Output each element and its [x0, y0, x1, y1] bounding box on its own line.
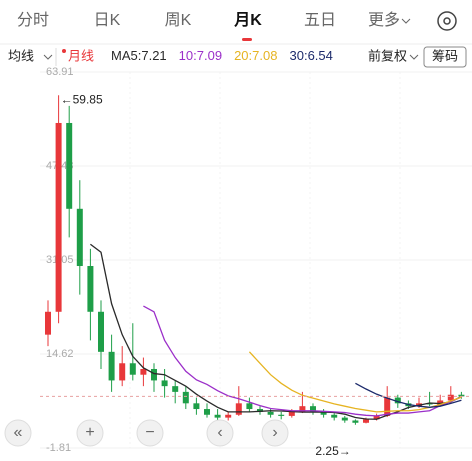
candle-body	[140, 368, 147, 375]
legend-item: 30:6.54	[289, 48, 332, 63]
candle-body	[214, 414, 221, 418]
legend-item: MA5:7.21	[111, 48, 167, 63]
candle-body	[193, 403, 200, 410]
legend-name: MA5	[111, 48, 138, 63]
control-button[interactable]	[261, 419, 289, 447]
tab[interactable]: 日K	[94, 12, 121, 29]
control-button[interactable]	[136, 419, 164, 447]
candle-body	[331, 414, 338, 418]
dropdown-icon	[409, 54, 419, 60]
legend-name: 20	[234, 48, 248, 63]
dropdown-icon	[401, 18, 411, 24]
legend-item: 10:7.09	[179, 48, 222, 63]
ma-line	[90, 243, 462, 420]
chips-label: 筹码	[432, 48, 458, 63]
candle-body	[341, 417, 348, 421]
candle-body	[437, 400, 444, 405]
y-tick-label: 14.62	[46, 348, 74, 360]
control-icon: «	[14, 424, 23, 441]
candle-body	[55, 122, 62, 312]
tab[interactable]: 分时	[17, 11, 49, 29]
tab[interactable]: 五日	[304, 12, 336, 29]
legend-value: 7.21	[141, 48, 166, 63]
candle-body	[257, 409, 263, 412]
settings-icon-core	[443, 17, 451, 25]
control-button[interactable]	[206, 419, 234, 447]
candle-body	[320, 411, 327, 415]
period[interactable]: 月线	[68, 48, 94, 63]
candle-body	[108, 351, 115, 381]
candle-body	[235, 403, 242, 415]
candle-body	[172, 386, 179, 392]
ma-line	[143, 305, 462, 417]
candle-body	[363, 419, 369, 423]
legend-value: 7.09	[197, 48, 222, 63]
control-icon: ›	[272, 424, 277, 441]
candle-body	[458, 394, 465, 397]
candle-body	[76, 208, 83, 267]
candle-body	[299, 406, 306, 412]
legend-name: 10	[179, 48, 193, 63]
high-annotation: ←59.85	[61, 92, 103, 106]
control-icon: +	[85, 424, 94, 441]
candle-body	[394, 397, 401, 404]
ma-line	[355, 382, 462, 408]
candle-body	[151, 368, 157, 381]
tab[interactable]: 周K	[165, 12, 192, 29]
candle-body	[129, 363, 136, 375]
candle-body	[204, 409, 210, 415]
candle-body	[373, 415, 380, 420]
control-icon: ‹	[217, 424, 222, 441]
candle-body	[310, 406, 316, 412]
candle-body	[225, 414, 232, 418]
chips-button[interactable]	[423, 46, 467, 68]
ma-line	[248, 351, 462, 413]
y-tick-label: -1.81	[46, 442, 71, 454]
dot	[62, 49, 66, 53]
candle-body	[352, 420, 359, 423]
candle-body	[426, 403, 433, 405]
tab-indicator	[242, 38, 252, 41]
candle-body	[182, 391, 189, 404]
legend-item: 20:7.08	[234, 48, 277, 63]
candle-body	[246, 403, 253, 410]
candle-body	[161, 380, 168, 387]
legend-value: 6.54	[308, 48, 333, 63]
candle-body	[98, 311, 104, 352]
candle-body	[278, 414, 285, 416]
control-icon: −	[145, 424, 154, 441]
settings-icon[interactable]	[437, 11, 457, 31]
low-annotation: 2.25→	[315, 444, 350, 458]
control-button[interactable]	[4, 419, 32, 447]
candle-body	[119, 363, 126, 381]
dropdown-icon	[43, 54, 53, 60]
candle-body	[66, 122, 73, 209]
legend-name: 30	[289, 48, 303, 63]
adjust-menu[interactable]: 前复权	[368, 48, 407, 63]
legend-value: 7.08	[252, 48, 277, 63]
ma-menu[interactable]: 均线	[8, 48, 34, 63]
candle-body	[447, 394, 454, 401]
candle-body	[87, 266, 94, 312]
candle-body	[288, 411, 295, 416]
control-button[interactable]	[76, 419, 104, 447]
tab[interactable]: 月K	[233, 11, 262, 29]
candle-body	[45, 311, 51, 335]
y-tick-label: 63.91	[46, 66, 74, 78]
candle-body	[384, 397, 391, 416]
candle-body	[267, 411, 274, 415]
tab[interactable]: 更多	[368, 11, 400, 29]
